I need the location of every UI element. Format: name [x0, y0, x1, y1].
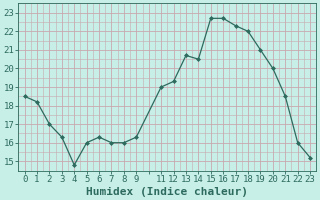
X-axis label: Humidex (Indice chaleur): Humidex (Indice chaleur): [86, 186, 248, 197]
